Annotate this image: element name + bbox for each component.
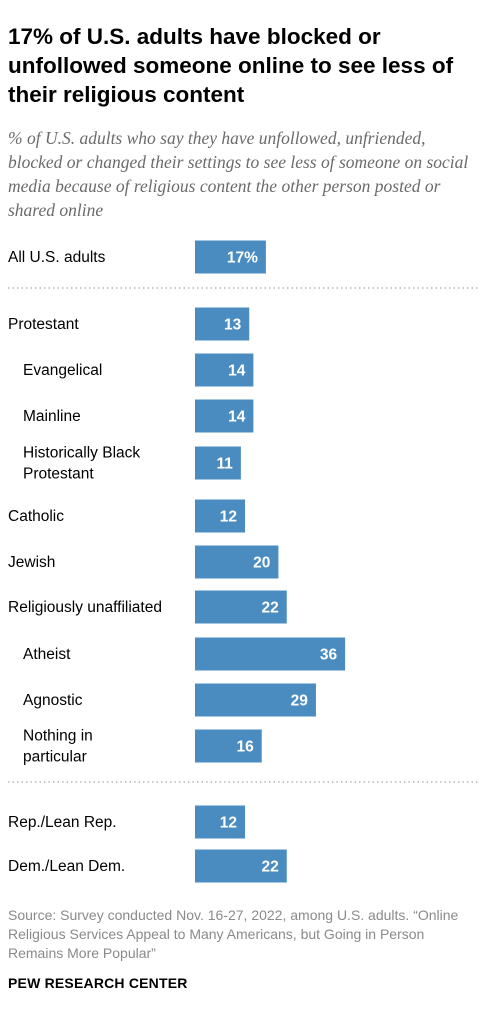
category-label-agnostic: Agnostic xyxy=(23,692,83,709)
category-label-catholic: Catholic xyxy=(8,508,64,525)
category-label-rep-lean-rep: Rep./Lean Rep. xyxy=(8,814,117,831)
bar-atheist xyxy=(195,637,346,671)
bar-jewish xyxy=(195,545,279,579)
value-label-nothing-in-particular: 16 xyxy=(236,739,254,756)
category-label-mainline: Mainline xyxy=(23,408,81,425)
bar-agnostic xyxy=(195,683,316,717)
value-label-religiously-unaffiliated: 22 xyxy=(261,600,278,617)
value-label-evangelical: 14 xyxy=(228,363,246,380)
category-label-religiously-unaffiliated: Religiously unaffiliated xyxy=(8,599,162,616)
chart-title: 17% of U.S. adults have blocked or unfol… xyxy=(8,24,454,107)
value-label-all-u-s-adults: 17% xyxy=(227,250,258,267)
category-label-evangelical: Evangelical xyxy=(23,362,102,379)
value-label-mainline: 14 xyxy=(228,409,246,426)
organization-label: PEW RESEARCH CENTER xyxy=(8,975,188,991)
source-note: Source: Survey conducted Nov. 16-27, 202… xyxy=(8,907,459,961)
bar-historically-black-protestant xyxy=(195,446,241,480)
category-label-jewish: Jewish xyxy=(8,554,55,571)
value-label-rep-lean-rep: 12 xyxy=(220,815,237,832)
value-label-catholic: 12 xyxy=(220,509,237,526)
bar-chart: All U.S. adults 17% Protestant 13 Evangelica… xyxy=(8,240,480,883)
chart-subtitle: % of U.S. adults who say they have unfol… xyxy=(8,128,469,220)
bar-protestant xyxy=(195,307,250,341)
bar-evangelical xyxy=(195,353,254,387)
bar-all-u-s-adults xyxy=(195,240,266,274)
category-label-atheist: Atheist xyxy=(23,646,71,663)
bar-dem-lean-dem xyxy=(195,849,287,883)
value-label-atheist: 36 xyxy=(320,647,338,664)
value-label-agnostic: 29 xyxy=(291,693,309,710)
category-label-historically-black-protestant: Historically Black Protestant xyxy=(23,445,140,483)
bar-rep-lean-rep xyxy=(195,805,246,839)
bar-nothing-in-particular xyxy=(195,729,262,763)
category-label-all-u-s-adults: All U.S. adults xyxy=(8,249,106,266)
category-label-nothing-in-particular: Nothing in particular xyxy=(23,728,93,766)
bar-religiously-unaffiliated xyxy=(195,590,287,624)
value-label-dem-lean-dem: 22 xyxy=(261,859,278,876)
category-label-protestant: Protestant xyxy=(8,316,79,333)
value-label-historically-black-protestant: 11 xyxy=(216,456,233,473)
bar-catholic xyxy=(195,499,246,533)
value-label-protestant: 13 xyxy=(224,317,242,334)
bar-mainline xyxy=(195,399,254,433)
value-label-jewish: 20 xyxy=(253,555,270,572)
category-label-dem-lean-dem: Dem./Lean Dem. xyxy=(8,858,125,875)
